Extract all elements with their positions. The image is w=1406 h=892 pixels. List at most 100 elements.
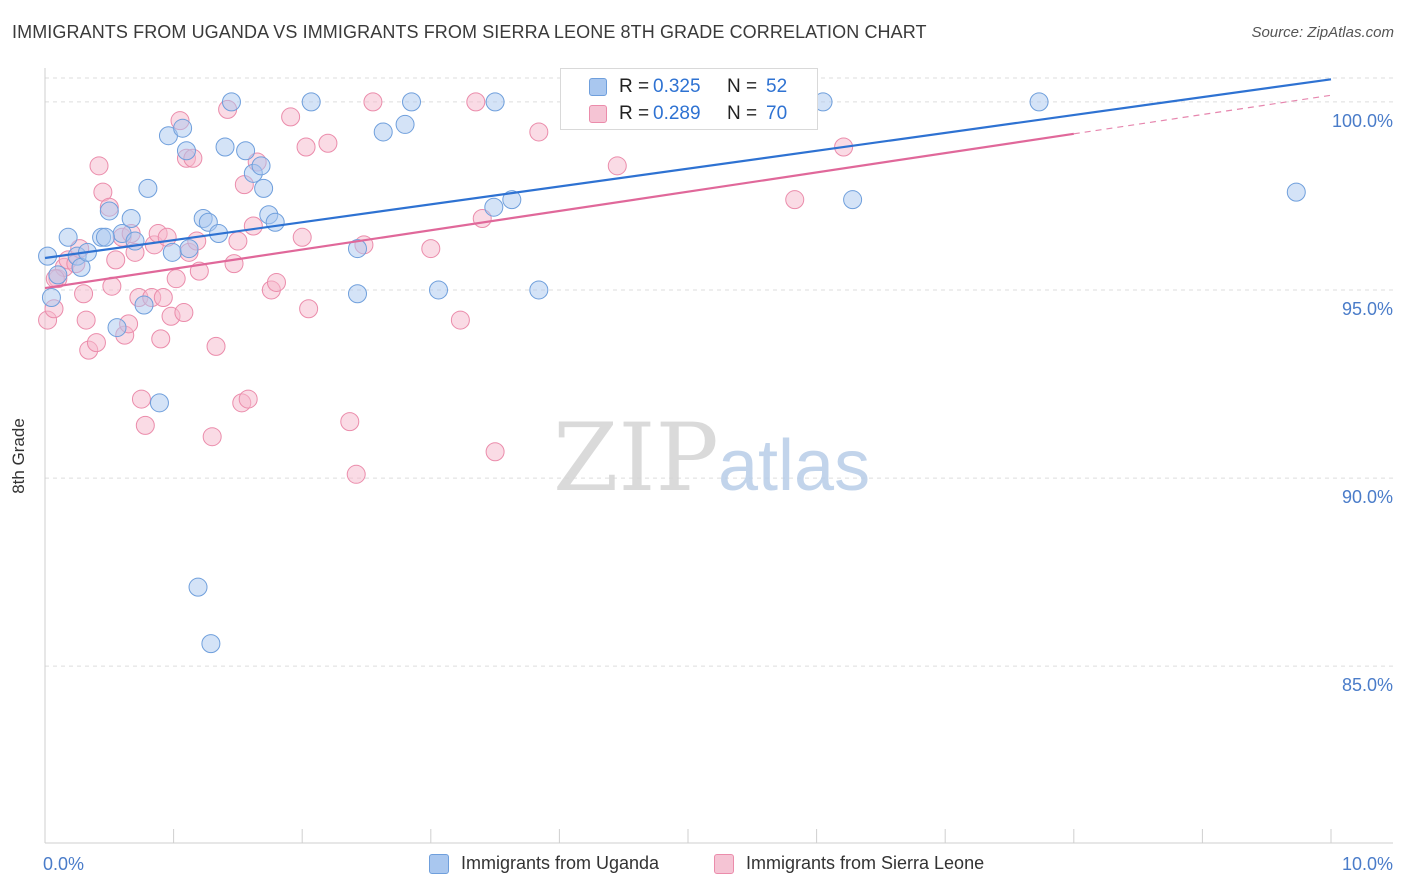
data-point-sierra-leone xyxy=(74,284,94,304)
data-point-sierra-leone xyxy=(174,303,194,323)
x-tick-label-max: 10.0% xyxy=(1342,854,1393,874)
data-point-sierra-leone xyxy=(785,190,805,210)
data-point-uganda xyxy=(179,239,199,259)
sierra-leone-swatch xyxy=(589,105,607,123)
data-point-sierra-leone xyxy=(421,239,441,259)
data-point-uganda xyxy=(529,280,549,300)
n-value: 70 xyxy=(766,103,788,124)
series-legend: Immigrants from Uganda Immigrants from S… xyxy=(0,852,1406,878)
data-point-sierra-leone xyxy=(299,299,319,319)
data-point-sierra-leone xyxy=(485,442,505,462)
x-tick-label-min: 0.0% xyxy=(43,854,84,874)
data-point-uganda xyxy=(107,318,127,338)
data-point-sierra-leone xyxy=(89,156,109,176)
data-point-sierra-leone xyxy=(281,107,301,127)
data-point-uganda xyxy=(162,242,182,262)
data-point-uganda xyxy=(215,137,235,157)
points-uganda xyxy=(38,92,1306,654)
data-point-sierra-leone xyxy=(466,92,486,112)
data-point-sierra-leone xyxy=(292,227,312,247)
data-point-uganda xyxy=(48,265,68,285)
data-point-uganda xyxy=(134,295,154,315)
data-point-uganda xyxy=(254,178,274,198)
data-point-uganda xyxy=(149,393,169,413)
legend-label: Immigrants from Uganda xyxy=(461,853,660,873)
data-point-uganda xyxy=(1029,92,1049,112)
data-point-sierra-leone xyxy=(166,269,186,289)
data-point-uganda xyxy=(58,227,78,247)
trend-line-uganda xyxy=(44,78,1332,260)
data-point-uganda xyxy=(95,227,115,247)
data-point-uganda xyxy=(236,141,256,161)
data-point-sierra-leone xyxy=(228,231,248,251)
y-tick-label: 95.0% xyxy=(1342,299,1393,319)
trend-lines xyxy=(44,78,1332,290)
data-point-uganda xyxy=(301,92,321,112)
data-point-uganda xyxy=(265,212,285,232)
data-point-uganda xyxy=(121,208,141,228)
data-point-uganda xyxy=(173,118,193,138)
data-point-sierra-leone xyxy=(153,287,173,307)
data-point-uganda xyxy=(138,178,158,198)
trend-line-sierra-leone-extension xyxy=(1073,94,1332,135)
r-value: 0.325 xyxy=(653,76,701,97)
data-point-uganda xyxy=(502,190,522,210)
data-point-uganda xyxy=(347,239,367,259)
data-point-sierra-leone xyxy=(206,336,226,356)
stats-legend: R = 0.325 N = 52 R = 0.289 N = 70 xyxy=(560,68,818,130)
source-credit: Source: ZipAtlas.com xyxy=(1251,24,1394,41)
data-point-sierra-leone xyxy=(76,310,96,330)
data-point-uganda xyxy=(402,92,422,112)
data-point-uganda xyxy=(373,122,393,142)
data-point-uganda xyxy=(41,287,61,307)
chart-title: IMMIGRANTS FROM UGANDA VS IMMIGRANTS FRO… xyxy=(12,22,927,42)
data-point-sierra-leone xyxy=(529,122,549,142)
data-point-uganda xyxy=(201,634,221,654)
n-label: N = xyxy=(727,76,758,97)
data-point-uganda xyxy=(99,201,119,221)
data-point-sierra-leone xyxy=(202,427,222,447)
data-point-uganda xyxy=(484,197,504,217)
sierra-leone-swatch xyxy=(714,854,734,874)
data-point-sierra-leone xyxy=(296,137,316,157)
data-point-sierra-leone xyxy=(238,389,258,409)
y-tick-label: 100.0% xyxy=(1332,111,1393,131)
y-tick-label: 85.0% xyxy=(1342,675,1393,695)
data-point-uganda xyxy=(188,577,208,597)
data-point-sierra-leone xyxy=(106,250,126,270)
data-point-sierra-leone xyxy=(151,329,171,349)
data-point-sierra-leone xyxy=(363,92,383,112)
data-point-sierra-leone xyxy=(607,156,627,176)
trend-line-sierra-leone xyxy=(44,132,1074,290)
watermark-atlas: atlas xyxy=(718,426,870,506)
data-point-uganda xyxy=(395,114,415,134)
data-point-sierra-leone xyxy=(346,464,366,484)
watermark-zip: ZIP xyxy=(553,404,719,513)
data-point-sierra-leone xyxy=(224,254,244,274)
y-tick-label: 90.0% xyxy=(1342,487,1393,507)
data-point-uganda xyxy=(176,141,196,161)
r-label: R = xyxy=(619,76,650,97)
data-point-sierra-leone xyxy=(131,389,151,409)
legend-label: Immigrants from Sierra Leone xyxy=(746,853,985,873)
data-point-sierra-leone xyxy=(86,333,106,353)
stats-row-sierra-leone: R = 0.289 N = 70 xyxy=(561,101,817,129)
data-point-uganda xyxy=(1286,182,1306,202)
watermark: ZIP atlas xyxy=(553,404,870,513)
data-point-sierra-leone xyxy=(318,133,338,153)
data-point-sierra-leone xyxy=(243,216,263,236)
stats-row-uganda: R = 0.325 N = 52 xyxy=(561,74,817,102)
data-point-sierra-leone xyxy=(340,412,360,432)
n-label: N = xyxy=(727,103,758,124)
data-point-uganda xyxy=(843,190,863,210)
data-point-sierra-leone xyxy=(135,415,155,435)
data-point-uganda xyxy=(485,92,505,112)
uganda-swatch xyxy=(589,78,607,96)
data-point-sierra-leone xyxy=(450,310,470,330)
r-value: 0.289 xyxy=(653,103,701,124)
data-point-sierra-leone xyxy=(266,272,286,292)
data-point-uganda xyxy=(251,156,271,176)
y-axis-ticks: 85.0% 90.0% 95.0% 100.0% xyxy=(1332,111,1393,695)
uganda-swatch xyxy=(429,854,449,874)
